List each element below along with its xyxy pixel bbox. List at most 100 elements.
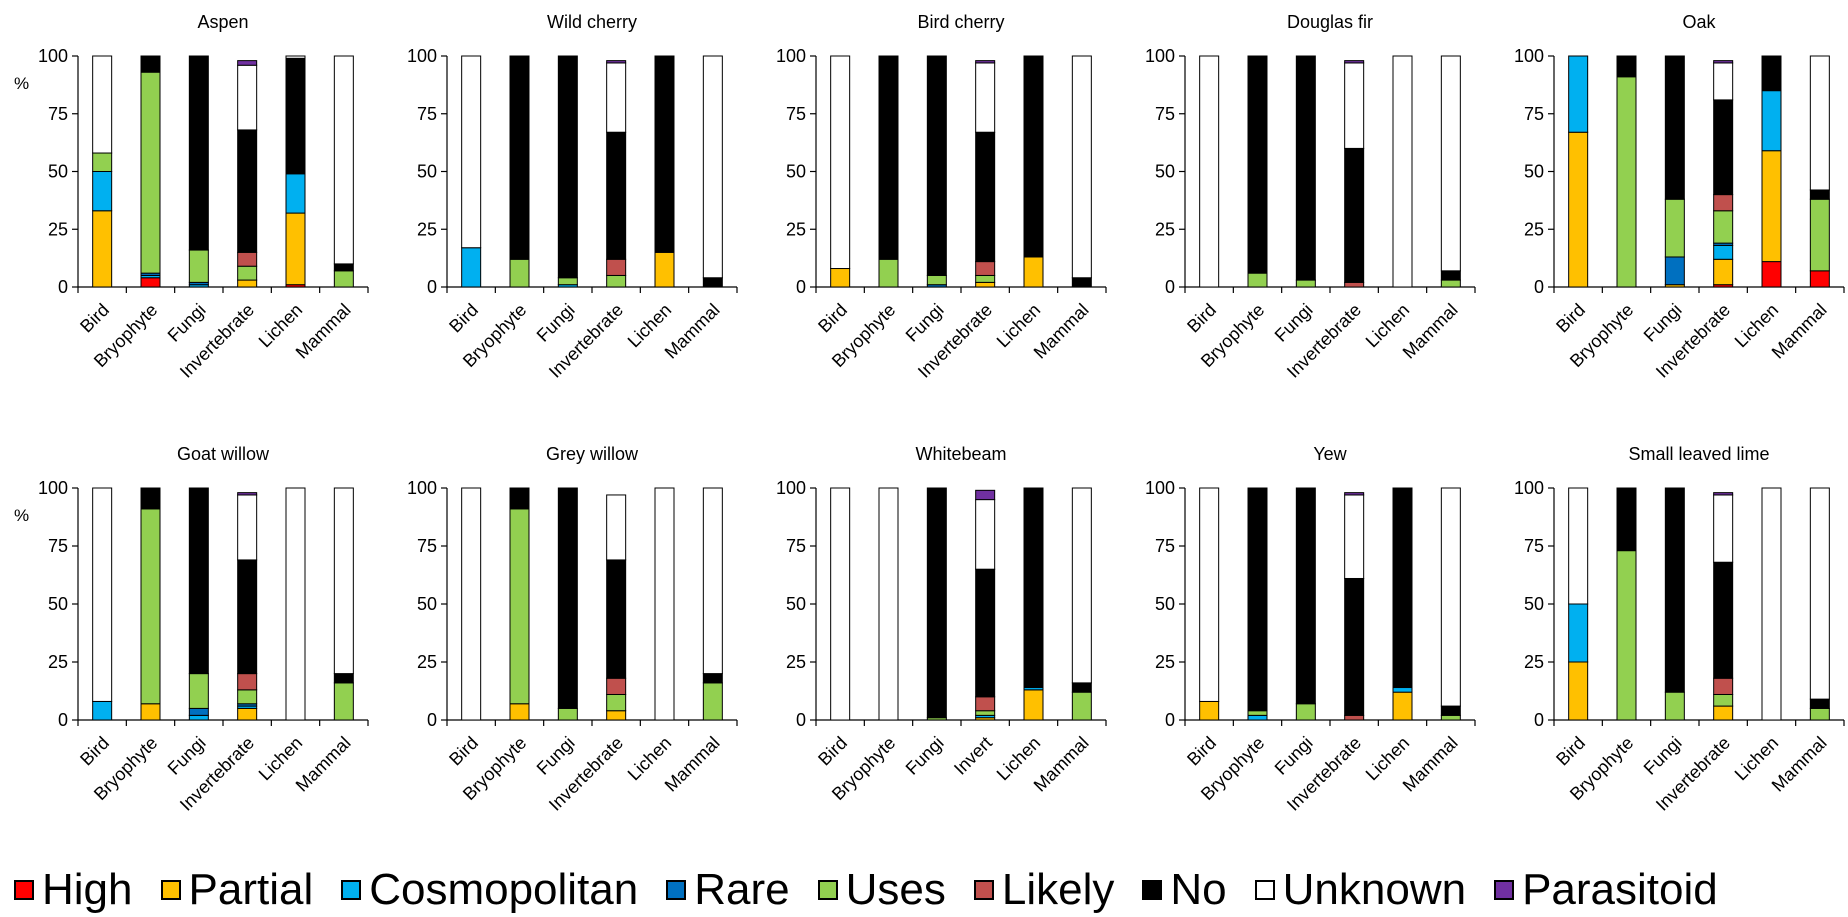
bar-segment-invertebrate-unknown (1344, 494, 1365, 579)
bar-segment-invertebrate-unknown (237, 64, 258, 131)
y-tick-label: 50 (786, 162, 806, 182)
bar-segment-invertebrate-uses (237, 689, 258, 705)
legend-item-rare: Rare (666, 865, 790, 915)
bar-segment-bird-cosmopolitan (1568, 603, 1589, 663)
bar-segment-mammal-unknown (333, 55, 354, 265)
bar-segment-invertebrate-partial (1713, 705, 1734, 721)
bar-segment-fungi-no (557, 487, 578, 709)
category-label: Bird (1183, 733, 1220, 770)
bar-segment-invertebrate-likely (606, 677, 627, 695)
category-label: Bird (1552, 733, 1589, 770)
y-tick-label: 0 (427, 710, 437, 730)
y-tick-label: 0 (1165, 277, 1175, 297)
bar-segment-fungi-uses (188, 249, 209, 283)
bar-segment-bryophyte-no (140, 487, 161, 510)
legend-swatch (973, 880, 994, 900)
y-tick-label: 0 (1165, 710, 1175, 730)
panel-title: Douglas fir (1287, 12, 1373, 32)
bar-segment-bryophyte-partial (509, 703, 530, 721)
bar-segment-bird-partial (1568, 661, 1589, 721)
legend-item-uses: Uses (817, 865, 946, 915)
bar-segment-mammal-unknown (1440, 487, 1461, 707)
bar-segment-mammal-no (1440, 270, 1461, 281)
bar-segment-bryophyte-no (878, 55, 899, 260)
bar-segment-mammal-no (1071, 682, 1092, 693)
bar-segment-bryophyte-uses (509, 508, 530, 705)
bar-segment-lichen-no (1023, 55, 1044, 258)
bar-segment-invertebrate-unknown (1344, 62, 1365, 149)
bar-segment-bird-uses (92, 152, 113, 173)
bar-segment-invertebrate-partial (237, 279, 258, 288)
bar-segment-lichen-unknown (285, 487, 306, 721)
bar-segment-invertebrate-partial (237, 707, 258, 721)
category-label: Bird (76, 300, 113, 337)
bar-segment-invertebrate-uses (1713, 693, 1734, 707)
category-label: Bird (445, 300, 482, 337)
legend: High Partial Cosmopolitan Rare Uses Likely No U… (14, 865, 1844, 915)
bar-segment-invertebrate-uses (975, 274, 996, 283)
bar-segment-fungi-uses (1664, 691, 1685, 721)
bar-segment-mammal-no (1440, 705, 1461, 716)
legend-swatch (817, 880, 838, 900)
y-tick-label: 75 (786, 536, 806, 556)
bar-segment-lichen-no (1392, 487, 1413, 689)
bar-segment-fungi-uses (1295, 279, 1316, 288)
bar-segment-fungi-no (1664, 487, 1685, 693)
legend-label: Unknown (1282, 865, 1467, 914)
bar-segment-bird-cosmopolitan (92, 700, 113, 721)
legend-item-likely: Likely (973, 865, 1114, 915)
category-label: Bird (76, 733, 113, 770)
bar-segment-invertebrate-uses (606, 693, 627, 712)
bar-segment-mammal-uses (333, 682, 354, 721)
legend-item-no: No (1142, 865, 1227, 915)
bar-segment-mammal-uses (1071, 691, 1092, 721)
bar-segment-mammal-uses (1809, 707, 1830, 721)
y-tick-label: 25 (417, 652, 437, 672)
bar-segment-invertebrate-likely (237, 251, 258, 267)
bar-segment-invertebrate-no (1713, 561, 1734, 679)
legend-item-unknown: Unknown (1254, 865, 1467, 915)
legend-swatch (341, 880, 362, 900)
bar-segment-bird-unknown (461, 487, 482, 721)
legend-item-parasitoid: Parasitoid (1494, 865, 1718, 915)
category-label: Fungi (164, 300, 210, 346)
bar-segment-mammal-unknown (1071, 487, 1092, 684)
legend-label: High (42, 865, 133, 914)
legend-swatch (160, 880, 181, 900)
bar-segment-lichen-unknown (654, 487, 675, 721)
y-tick-label: 0 (427, 277, 437, 297)
category-label: Fungi (1271, 300, 1317, 346)
bar-segment-mammal-no (333, 673, 354, 684)
bar-segment-invertebrate-parasitoid (1344, 60, 1365, 64)
bar-segment-lichen-no (654, 55, 675, 253)
bar-segment-bryophyte-partial (140, 703, 161, 721)
bar-segment-lichen-cosmopolitan (1761, 90, 1782, 152)
y-tick-label: 25 (1155, 219, 1175, 239)
bar-segment-invertebrate-no (237, 559, 258, 675)
bar-segment-fungi-no (1664, 55, 1685, 200)
bar-segment-bird-unknown (830, 487, 851, 721)
bar-segment-bird-partial (1568, 131, 1589, 288)
bar-segment-bird-unknown (1199, 55, 1220, 288)
bar-segment-fungi-no (557, 55, 578, 279)
y-tick-label: 100 (407, 478, 437, 498)
bar-segment-bryophyte-uses (1616, 76, 1637, 288)
bar-segment-bryophyte-no (509, 55, 530, 260)
bar-segment-invertebrate-likely (1344, 281, 1365, 288)
bar-segment-invertebrate-uses (237, 265, 258, 281)
y-tick-label: 50 (48, 162, 68, 182)
bar-segment-bryophyte-high (140, 277, 161, 288)
y-tick-label: 25 (1524, 219, 1544, 239)
bar-segment-bird-unknown (1199, 487, 1220, 702)
y-tick-label: 50 (1524, 594, 1544, 614)
category-label: Fungi (902, 733, 948, 779)
bar-segment-mammal-no (1809, 698, 1830, 709)
category-label: Fungi (533, 733, 579, 779)
bar-segment-mammal-no (702, 277, 723, 288)
bar-segment-mammal-no (1071, 277, 1092, 288)
y-tick-label: 25 (786, 652, 806, 672)
